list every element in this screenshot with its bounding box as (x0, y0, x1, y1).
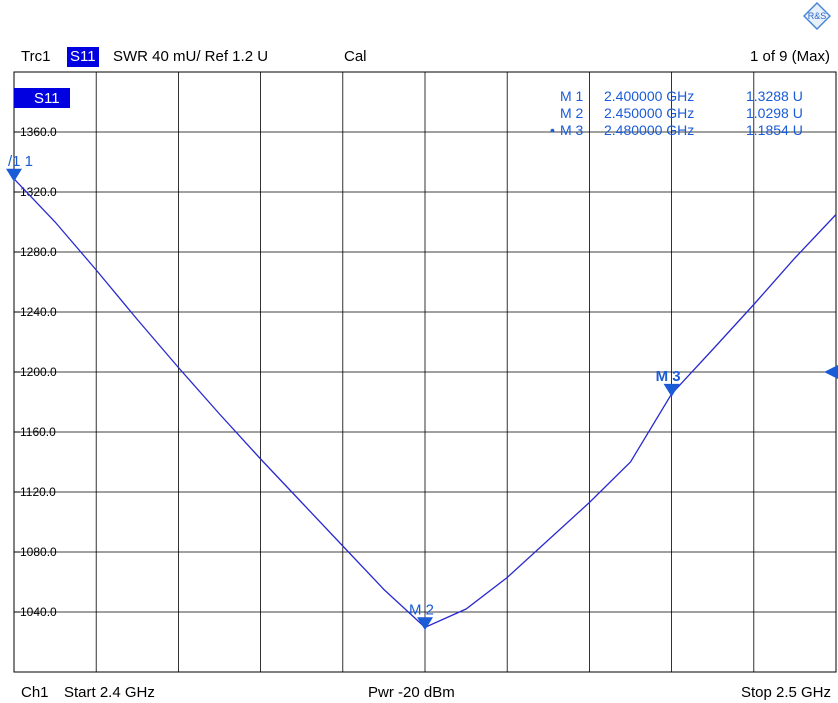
marker-table-value: 1.0298 U (746, 105, 803, 121)
ref-level-arrow[interactable] (824, 365, 838, 379)
y-tick-labels: 1360.0 1320.0 1280.0 1240.0 1200.0 1160.0 1120… (14, 125, 57, 619)
marker-label: M 3 (656, 368, 681, 385)
parameter-badge[interactable]: S11 (67, 47, 99, 67)
rohde-schwarz-logo: R&S (803, 2, 831, 30)
marker-label: M 2 (409, 601, 434, 618)
channel-label[interactable]: Ch1 (21, 684, 49, 701)
marker-triangle (6, 168, 22, 182)
marker-table: M 1 2.400000 GHz 1.3288 U M 2 2.450000 GHz 1.… (550, 88, 803, 138)
y-tick-label: 1120.0 (20, 485, 56, 499)
y-tick-label: 1160.0 (20, 425, 56, 439)
grid (13, 71, 837, 673)
y-tick-label: 1200.0 (20, 365, 57, 379)
trace-header: Trc1 S11 SWR 40 mU/ Ref 1.2 U Cal 1 of 9… (0, 0, 838, 72)
marker-table-value: 1.3288 U (746, 88, 803, 104)
marker-triangle (417, 617, 433, 631)
marker-table-name: M 3 (560, 122, 584, 138)
start-frequency[interactable]: Start 2.4 GHz (64, 684, 155, 701)
y-tick-label: 1360.0 (20, 125, 57, 139)
y-tick-label: 1240.0 (20, 305, 57, 319)
y-tick-label: 1080.0 (20, 545, 57, 559)
stop-frequency[interactable]: Stop 2.5 GHz (740, 684, 831, 701)
format-scale-label[interactable]: SWR 40 mU/ Ref 1.2 U (113, 48, 269, 65)
marker-triangle (663, 383, 680, 397)
trace-label[interactable]: Trc1 (21, 48, 51, 65)
svg-text:R&S: R&S (808, 11, 827, 21)
active-marker-dot: • (550, 122, 555, 138)
marker-table-name: M 2 (560, 105, 584, 121)
plot-param-label: S11 (34, 90, 60, 107)
y-tick-label: 1320.0 (20, 185, 57, 199)
cal-status: Cal (344, 48, 367, 65)
marker-table-value: 1.1854 U (746, 122, 803, 138)
marker-table-frequency: 2.400000 GHz (604, 88, 694, 104)
marker-table-name: M 1 (560, 88, 584, 104)
marker-glyphs: /1 1 M 2 M 3 (6, 153, 681, 631)
y-tick-label: 1280.0 (20, 245, 57, 259)
marker-table-frequency: 2.450000 GHz (604, 105, 694, 121)
trace-count: 1 of 9 (Max) (749, 48, 830, 65)
marker-table-frequency: 2.480000 GHz (604, 122, 694, 138)
plot-param-badge-bg (14, 88, 70, 108)
marker-label: /1 1 (8, 153, 33, 170)
y-tick-label: 1040.0 (20, 605, 57, 619)
power-level[interactable]: Pwr -20 dBm (368, 684, 455, 701)
